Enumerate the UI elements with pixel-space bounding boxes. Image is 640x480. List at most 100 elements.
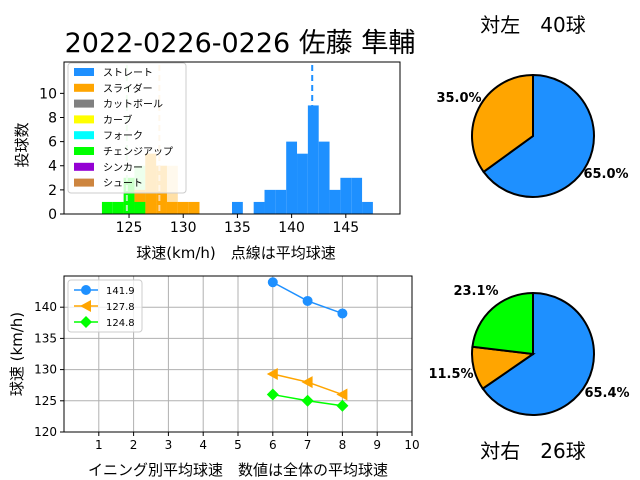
data-point [302, 295, 313, 306]
legend-label: スライダー [103, 82, 153, 95]
legend-swatch [74, 68, 94, 76]
histogram-bar [329, 189, 341, 214]
y-axis-label: 球速 (km/h) [8, 312, 26, 396]
data-point [80, 316, 92, 328]
legend-label: カーブ [103, 113, 132, 126]
y-tick-label: 0 [48, 207, 57, 223]
histogram-bar [264, 189, 276, 214]
legend-swatch [74, 162, 94, 171]
y-axis-label: 投球数 [13, 122, 31, 167]
histogram-bar [362, 201, 373, 214]
x-tick-label: 3 [165, 438, 173, 452]
pie-title: 対左 40球 [480, 13, 585, 37]
y-tick-label: 140 [34, 300, 57, 314]
data-point [80, 300, 91, 312]
histogram-bar [340, 177, 352, 214]
y-tick-label: 130 [34, 363, 57, 377]
legend-label: シュート [103, 179, 143, 190]
x-tick-label: 140 [278, 220, 305, 236]
histogram-bar [275, 189, 287, 214]
y-tick-label: 4 [48, 159, 57, 175]
pie-vs-right: 65.4% 11.5% 23.1% 対右 26球 [428, 284, 629, 463]
pie-vs-left: 65.0% 35.0% 対左 40球 [436, 13, 629, 198]
histogram-bar [177, 201, 189, 214]
data-point [266, 388, 279, 401]
histogram-bar [318, 141, 330, 214]
x-axis-label: 球速(km/h) 点線は平均球速 [136, 244, 336, 262]
chart-title: 2022-0226-0226 佐藤 隼輔 [65, 28, 416, 59]
histogram-bar [101, 201, 113, 214]
legend-swatch [74, 115, 94, 124]
legend-swatch [74, 178, 94, 187]
histogram-bar [188, 201, 200, 214]
data-point [81, 285, 91, 295]
legend-label: 124.8 [106, 318, 135, 329]
legend-label: フォーク [103, 130, 143, 142]
x-tick-label: 2 [130, 438, 138, 452]
data-point [337, 308, 348, 319]
plot-frame [63, 61, 401, 215]
pie-slice-label: 23.1% [453, 284, 498, 299]
y-tick-label: 125 [34, 394, 57, 408]
legend-box [67, 62, 187, 194]
velocity-histogram: 2022-0226-0226 佐藤 隼輔 125 130 135 140 145 0 2 4 6 8… [13, 28, 415, 262]
histogram-bar [286, 141, 298, 214]
histogram-bar [166, 201, 178, 214]
data-point [301, 394, 314, 407]
x-tick-label: 8 [339, 438, 347, 452]
x-axis-label: イニング別平均球速 数値は全体の平均球速 [88, 461, 388, 479]
x-tick-label: 125 [116, 220, 143, 236]
legend-label: チェンジアップ [103, 146, 173, 158]
x-tick-label: 6 [269, 438, 277, 452]
pie-slice-label: 35.0% [436, 91, 481, 106]
data-point [267, 277, 278, 288]
x-tick-label: 145 [332, 220, 359, 236]
data-point [336, 388, 348, 401]
pie-slice [471, 291, 534, 356]
y-tick-label: 10 [39, 86, 57, 102]
histogram-bar [134, 201, 146, 214]
histogram-bar [112, 201, 124, 214]
legend-label: シンカー [103, 162, 143, 174]
y-tick-label: 2 [48, 183, 57, 199]
histogram-bar [307, 105, 319, 214]
legend-swatch [74, 131, 94, 140]
x-tick-label: 1 [95, 438, 103, 452]
y-tick-label: 8 [48, 110, 57, 126]
pie-title: 対右 26球 [480, 439, 585, 463]
x-tick-label: 10 [404, 438, 419, 452]
legend-label: 141.9 [106, 286, 135, 297]
x-tick-label: 5 [234, 438, 242, 452]
pie-slice [482, 73, 595, 198]
pie-slice [481, 291, 595, 416]
legend-swatch [74, 147, 94, 155]
histogram-bar [297, 153, 308, 214]
x-tick-label: 9 [373, 438, 381, 452]
histogram-bar [351, 177, 363, 214]
data-point [301, 376, 313, 389]
x-tick-label: 4 [199, 438, 207, 452]
data-point [336, 399, 349, 412]
inning-average-velocity-chart: 1 2 3 4 5 6 7 8 9 10 120 125 130 135 140 イニング別平均球速 数値は全… [8, 275, 420, 479]
legend-label: カットボール [103, 99, 163, 111]
histogram-bar [232, 201, 243, 214]
y-tick-label: 6 [48, 135, 57, 151]
y-tick-label: 120 [34, 425, 57, 439]
pie-slice-label: 65.0% [583, 167, 628, 182]
legend-label: 127.8 [106, 302, 135, 313]
legend-swatch [74, 83, 94, 92]
legend-label: ストレート [103, 68, 153, 79]
pie-slice [471, 73, 534, 174]
pie-slice-label: 11.5% [428, 367, 473, 382]
y-tick-label: 135 [34, 331, 57, 345]
legend: 141.9 127.8 124.8 [67, 279, 143, 333]
x-tick-label: 7 [304, 438, 312, 452]
legend-swatch [74, 99, 94, 108]
histogram-bar [253, 201, 265, 214]
histogram-bar [123, 177, 135, 214]
data-point [266, 367, 278, 380]
x-tick-label: 135 [224, 220, 251, 236]
pie-slice-label: 65.4% [584, 386, 629, 401]
